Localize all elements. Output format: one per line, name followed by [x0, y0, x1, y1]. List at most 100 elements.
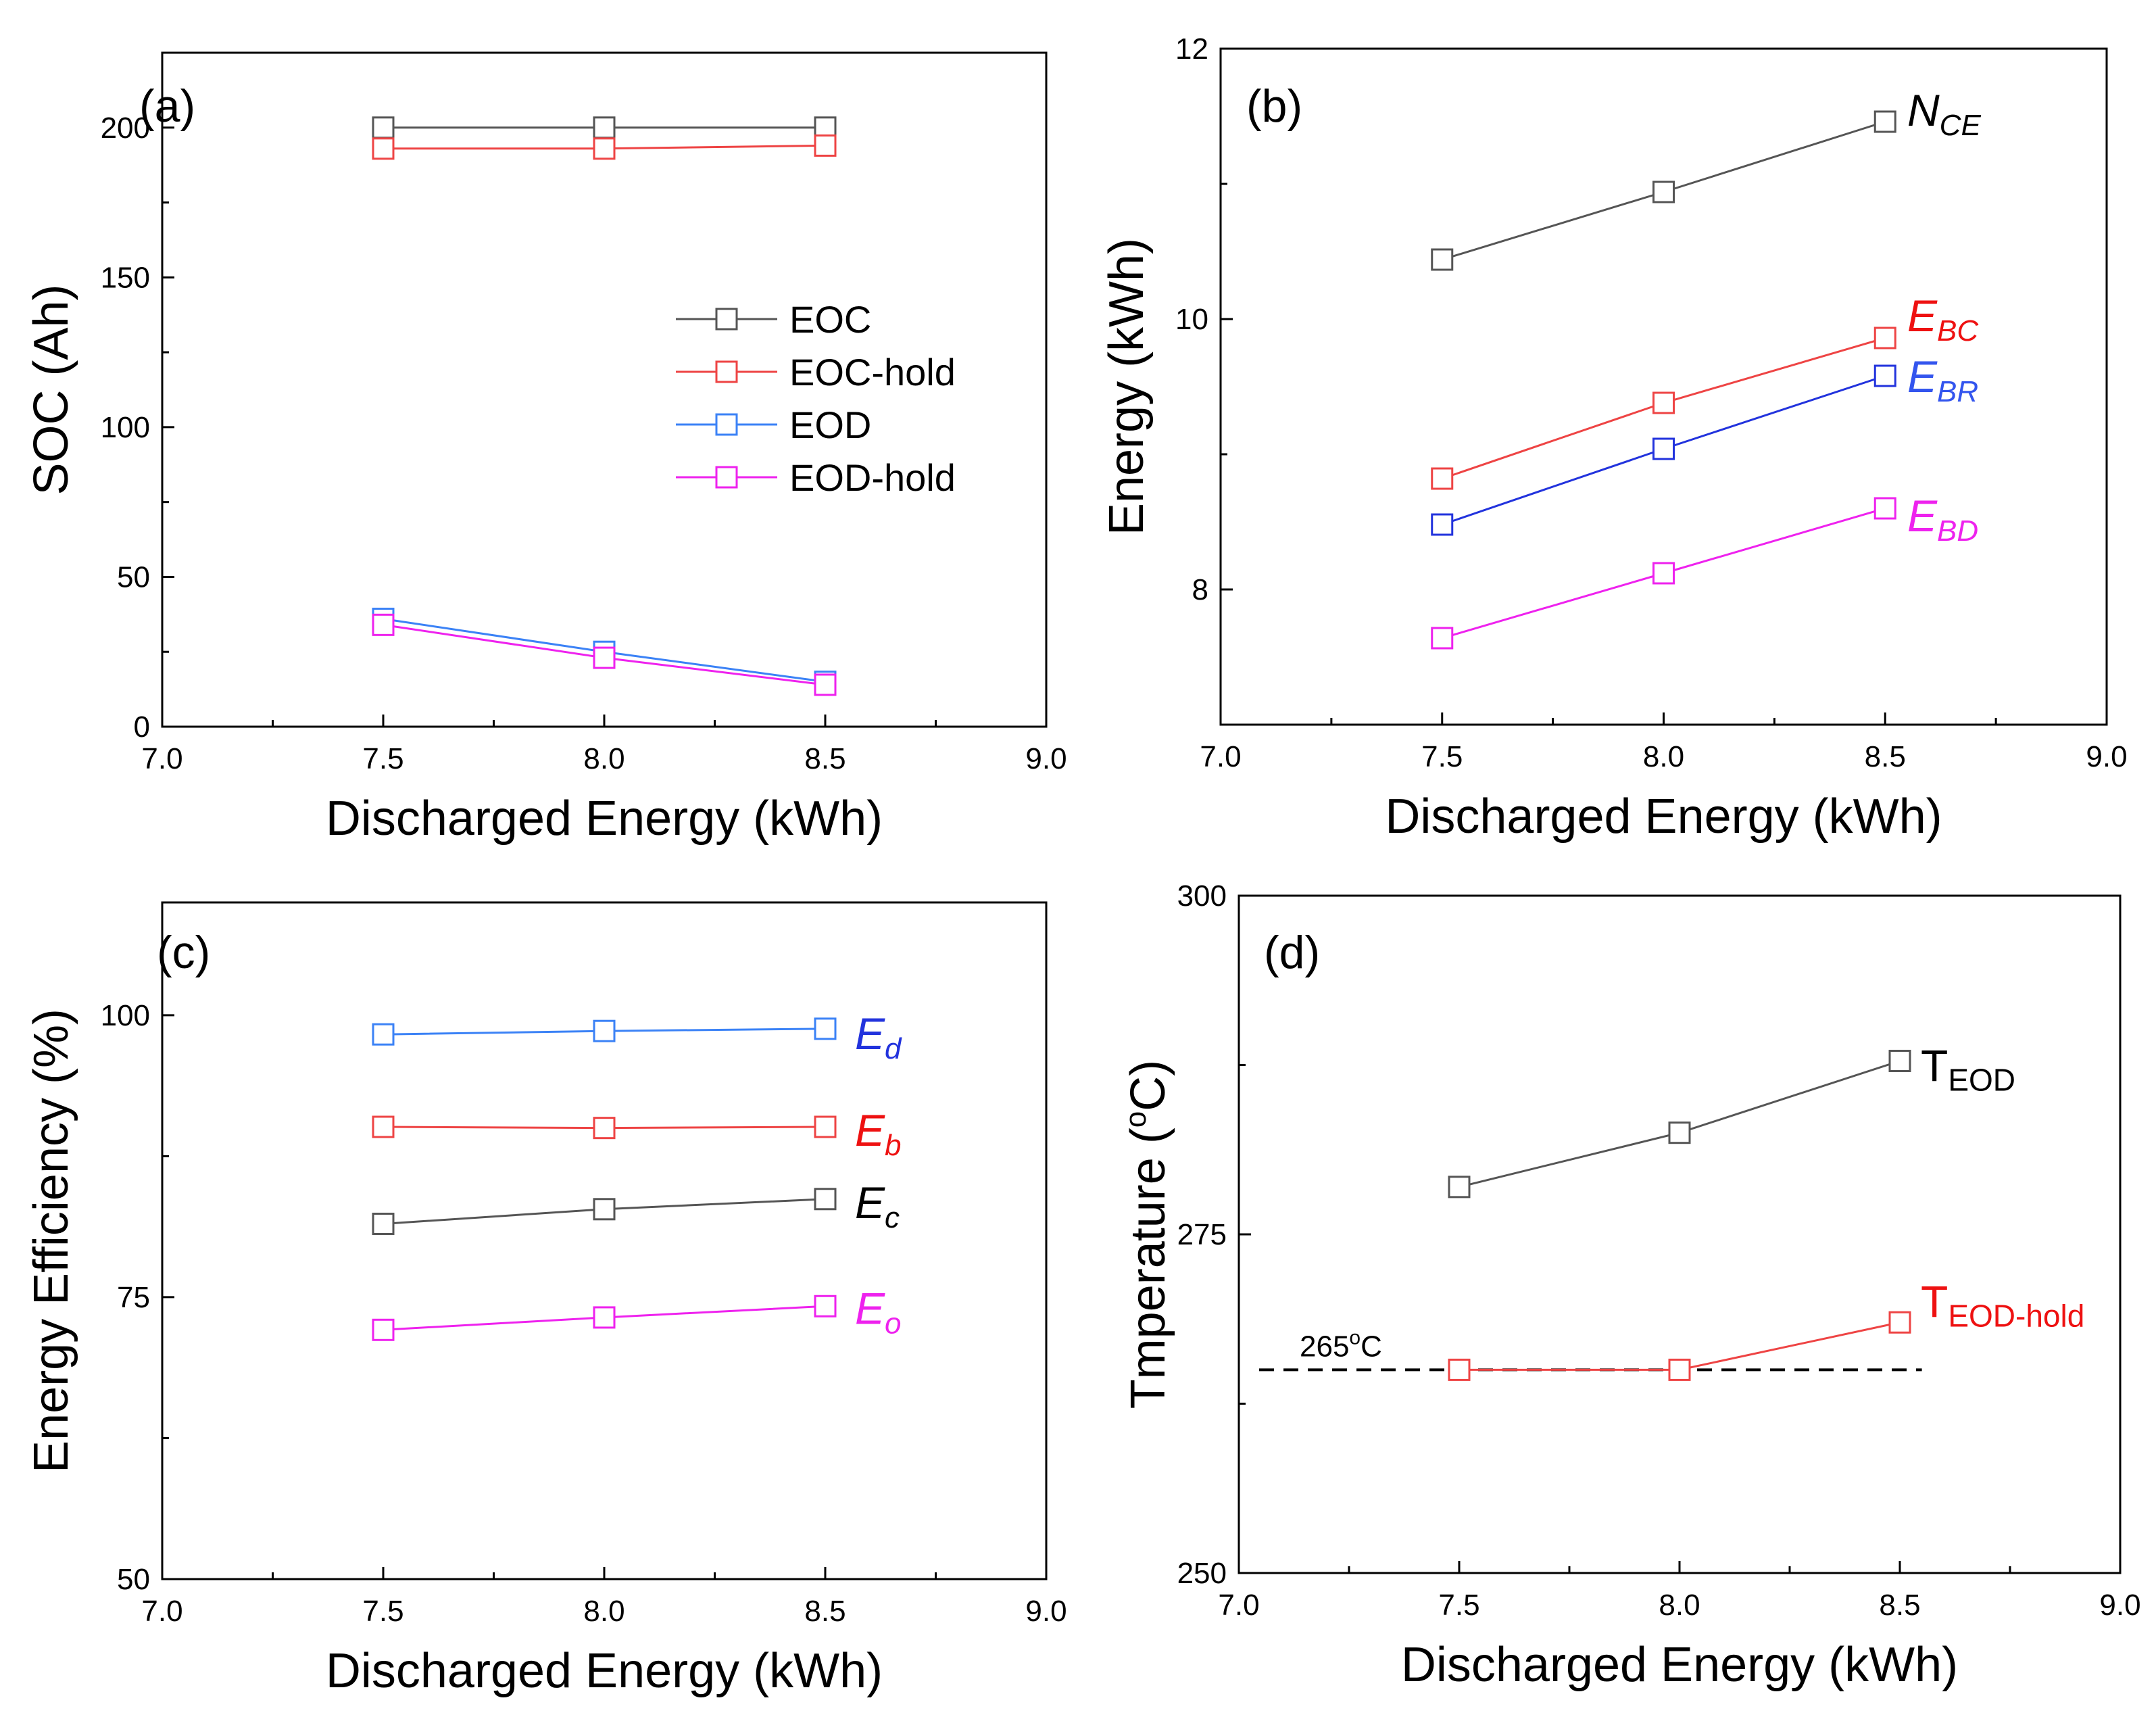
data-point-marker	[1431, 467, 1454, 490]
legend-label: EOC-hold	[789, 351, 956, 393]
data-point-marker	[1431, 513, 1454, 536]
data-point-marker	[814, 1188, 837, 1211]
data-point-marker	[372, 1212, 395, 1235]
x-tick-label: 8.0	[583, 1595, 624, 1628]
series-label: NCE	[1907, 85, 1981, 142]
data-point-marker	[814, 1115, 837, 1138]
legend-marker	[715, 413, 738, 436]
x-tick-label: 7.0	[141, 1595, 182, 1628]
data-point-marker	[593, 1019, 616, 1042]
series-E-o: Eo	[372, 1283, 902, 1341]
panel-label: (a)	[139, 80, 195, 132]
x-tick-label: 9.0	[1025, 1595, 1067, 1628]
data-point-marker	[372, 137, 395, 160]
series-label: EBR	[1907, 352, 1978, 408]
data-point-marker	[1652, 180, 1675, 203]
y-tick-label: 50	[117, 1563, 150, 1596]
x-tick-label: 8.5	[1879, 1589, 1920, 1622]
panel-a: 7.0 7.5 8.0 8.5 9.0 0 50 100 150 200 Discharged En…	[24, 51, 1067, 846]
data-point-marker	[593, 1306, 616, 1329]
series-EOC-hold	[372, 134, 837, 160]
series-EOD-hold	[372, 613, 837, 696]
data-point-marker	[814, 673, 837, 696]
y-tick-label: 200	[101, 112, 150, 145]
y-axis-label: Energy (kWh)	[1100, 238, 1154, 535]
y-tick-label: 75	[117, 1281, 150, 1314]
y-tick-label: 300	[1177, 879, 1227, 913]
x-axis-label: Discharged Energy (kWh)	[1401, 1638, 1958, 1692]
series-label: EBD	[1907, 491, 1978, 548]
data-point-marker	[1448, 1358, 1471, 1381]
data-point-marker	[1888, 1049, 1911, 1072]
data-point-marker	[1873, 364, 1896, 387]
legend-label: EOD-hold	[789, 456, 956, 499]
x-tick-label: 8.5	[804, 1595, 846, 1628]
x-tick-label: 9.0	[1025, 742, 1067, 775]
y-tick-label: 100	[101, 999, 150, 1032]
series-label: EBC	[1907, 291, 1979, 347]
x-tick-label: 7.0	[1200, 740, 1241, 773]
data-point-marker	[593, 646, 616, 669]
x-tick-label: 7.5	[362, 742, 403, 775]
data-point-marker	[1431, 248, 1454, 271]
panel-label: (d)	[1264, 927, 1320, 978]
series-label: TEOD-hold	[1921, 1276, 2084, 1333]
plot-frame	[1238, 894, 2122, 1574]
data-point-marker	[1668, 1358, 1691, 1381]
x-tick-label: 8.0	[1643, 740, 1684, 773]
x-tick-label: 8.0	[583, 742, 624, 775]
x-tick-label: 9.0	[2086, 740, 2127, 773]
series-T-EOD: TEOD	[1448, 1040, 2015, 1199]
data-point-marker	[372, 613, 395, 636]
x-axis-label: Discharged Energy (kWh)	[326, 1644, 883, 1698]
x-tick-label: 7.5	[1438, 1589, 1479, 1622]
data-point-marker	[1668, 1121, 1691, 1144]
x-tick-label: 8.5	[804, 742, 846, 775]
series-N-CE: NCE	[1431, 85, 1981, 271]
x-tick-label: 9.0	[2099, 1589, 2140, 1622]
y-tick-label: 0	[134, 710, 150, 744]
x-axis-label: Discharged Energy (kWh)	[326, 792, 883, 846]
y-axis-label: SOC (Ah)	[24, 284, 78, 495]
series-label: Ed	[855, 1009, 902, 1065]
series-label: Ec	[855, 1178, 900, 1234]
y-tick-label: 8	[1192, 573, 1208, 606]
data-point-marker	[814, 1295, 837, 1317]
data-point-marker	[814, 1017, 837, 1040]
data-point-marker	[1888, 1311, 1911, 1334]
x-tick-label: 7.5	[1421, 740, 1463, 773]
data-point-marker	[814, 134, 837, 157]
x-tick-label: 7.5	[362, 1595, 403, 1628]
panel-c: 7.0 7.5 8.0 8.5 9.0 50 75 100 Discharged Energy …	[24, 901, 1067, 1698]
data-point-marker	[1652, 391, 1675, 414]
reference-line-label: 265oC	[1300, 1326, 1382, 1363]
y-axis-label: Energy Efficiency (%)	[24, 1009, 78, 1473]
data-point-marker	[1652, 562, 1675, 585]
legend-label: EOC	[789, 298, 871, 341]
series-label: Eb	[855, 1105, 902, 1162]
series-E-c: Ec	[372, 1178, 900, 1235]
y-tick-label: 100	[101, 411, 150, 444]
series-E-BD: EBD	[1431, 491, 1978, 650]
data-point-marker	[372, 116, 395, 139]
data-point-marker	[814, 116, 837, 139]
legend-marker	[715, 466, 738, 489]
y-axis-label: Tmperature (oC)	[1119, 1060, 1175, 1409]
data-point-marker	[1448, 1176, 1471, 1199]
legend-label: EOD	[789, 404, 871, 446]
data-point-marker	[593, 116, 616, 139]
data-point-marker	[372, 1115, 395, 1138]
panel-label: (b)	[1246, 80, 1302, 132]
y-tick-label: 275	[1177, 1218, 1227, 1251]
legend: EOC EOC-hold EOD EOD-hold	[676, 298, 956, 499]
x-tick-label: 7.0	[141, 742, 182, 775]
legend-marker	[715, 308, 738, 331]
data-point-marker	[372, 1318, 395, 1341]
legend-marker	[715, 360, 738, 383]
panel-b: 7.0 7.5 8.0 8.5 9.0 8 10 12 Discharged Energy (k…	[1100, 32, 2128, 844]
data-point-marker	[1652, 437, 1675, 460]
data-point-marker	[1873, 327, 1896, 349]
series-EOC	[372, 116, 837, 139]
series-T-EOD-hold: TEOD-hold	[1448, 1276, 2084, 1381]
